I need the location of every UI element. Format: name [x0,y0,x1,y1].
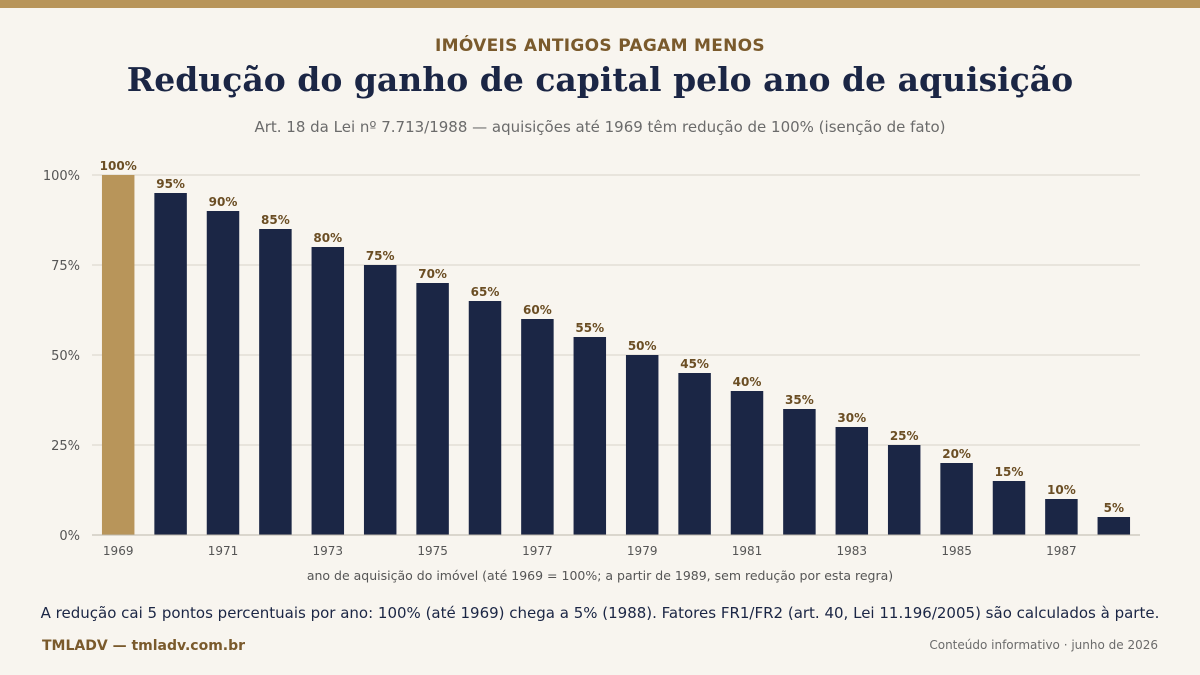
data-label: 20% [942,447,971,461]
bar [992,481,1026,535]
brand: TMLADV — tmladv.com.br [42,638,246,654]
x-tick-label: 1983 [837,544,868,558]
bar [835,427,869,535]
bar [259,229,292,535]
data-label: 55% [575,321,604,335]
x-tick-label: 1969 [103,544,134,558]
bar [468,301,502,535]
x-tick-label: 1981 [732,544,763,558]
data-label: 75% [366,249,395,263]
y-tick-label: 50% [51,349,80,364]
data-label: 50% [628,339,657,353]
bar [101,175,135,535]
data-label: 70% [418,267,447,281]
x-axis-label: ano de aquisição do imóvel (até 1969 = 1… [307,568,893,583]
x-tick-label: 1977 [522,544,553,558]
data-label: 35% [785,393,814,407]
data-label: 65% [471,285,500,299]
data-label: 45% [680,357,709,371]
bar [625,355,659,535]
bar [206,211,240,535]
y-tick-label: 75% [51,259,80,274]
bar [311,247,345,535]
bar [573,337,607,535]
x-tick-label: 1973 [313,544,344,558]
bar [416,283,449,535]
x-tick-label: 1987 [1046,544,1077,558]
data-label: 5% [1104,501,1124,515]
bar [783,409,816,535]
data-label: 30% [837,411,866,425]
bar [154,193,187,535]
info-note: Conteúdo informativo · junho de 2026 [929,638,1158,652]
bar [1045,499,1078,535]
bar [940,463,973,535]
x-tick-label: 1971 [208,544,239,558]
data-label: 100% [100,159,137,173]
kicker: IMÓVEIS ANTIGOS PAGAM MENOS [435,36,765,56]
bar-chart: 0% 25% 50% 75% 100% 100% 1969 95% 90% 1971 85% 80% 1… [43,159,1140,583]
top-accent-bar [0,0,1200,8]
subtitle: Art. 18 da Lei nº 7.713/1988 — aquisiçõe… [254,118,946,136]
data-label: 85% [261,213,290,227]
x-tick-label: 1979 [627,544,658,558]
bar [887,445,921,535]
bar [363,265,397,535]
footnote: A redução cai 5 pontos percentuais por a… [40,604,1160,622]
bar [1097,517,1131,535]
bar [730,391,764,535]
data-label: 80% [313,231,342,245]
x-tick-label: 1975 [417,544,448,558]
data-label: 15% [995,465,1024,479]
data-label: 95% [156,177,185,191]
y-tick-label: 100% [43,169,80,184]
bar [678,373,711,535]
bar [521,319,554,535]
x-tick-label: 1985 [941,544,972,558]
data-label: 90% [209,195,238,209]
data-label: 60% [523,303,552,317]
data-label: 10% [1047,483,1076,497]
y-tick-label: 0% [59,529,80,544]
y-tick-label: 25% [51,439,80,454]
data-label: 40% [733,375,762,389]
data-label: 25% [890,429,919,443]
page-title: Redução do ganho de capital pelo ano de … [126,60,1074,99]
